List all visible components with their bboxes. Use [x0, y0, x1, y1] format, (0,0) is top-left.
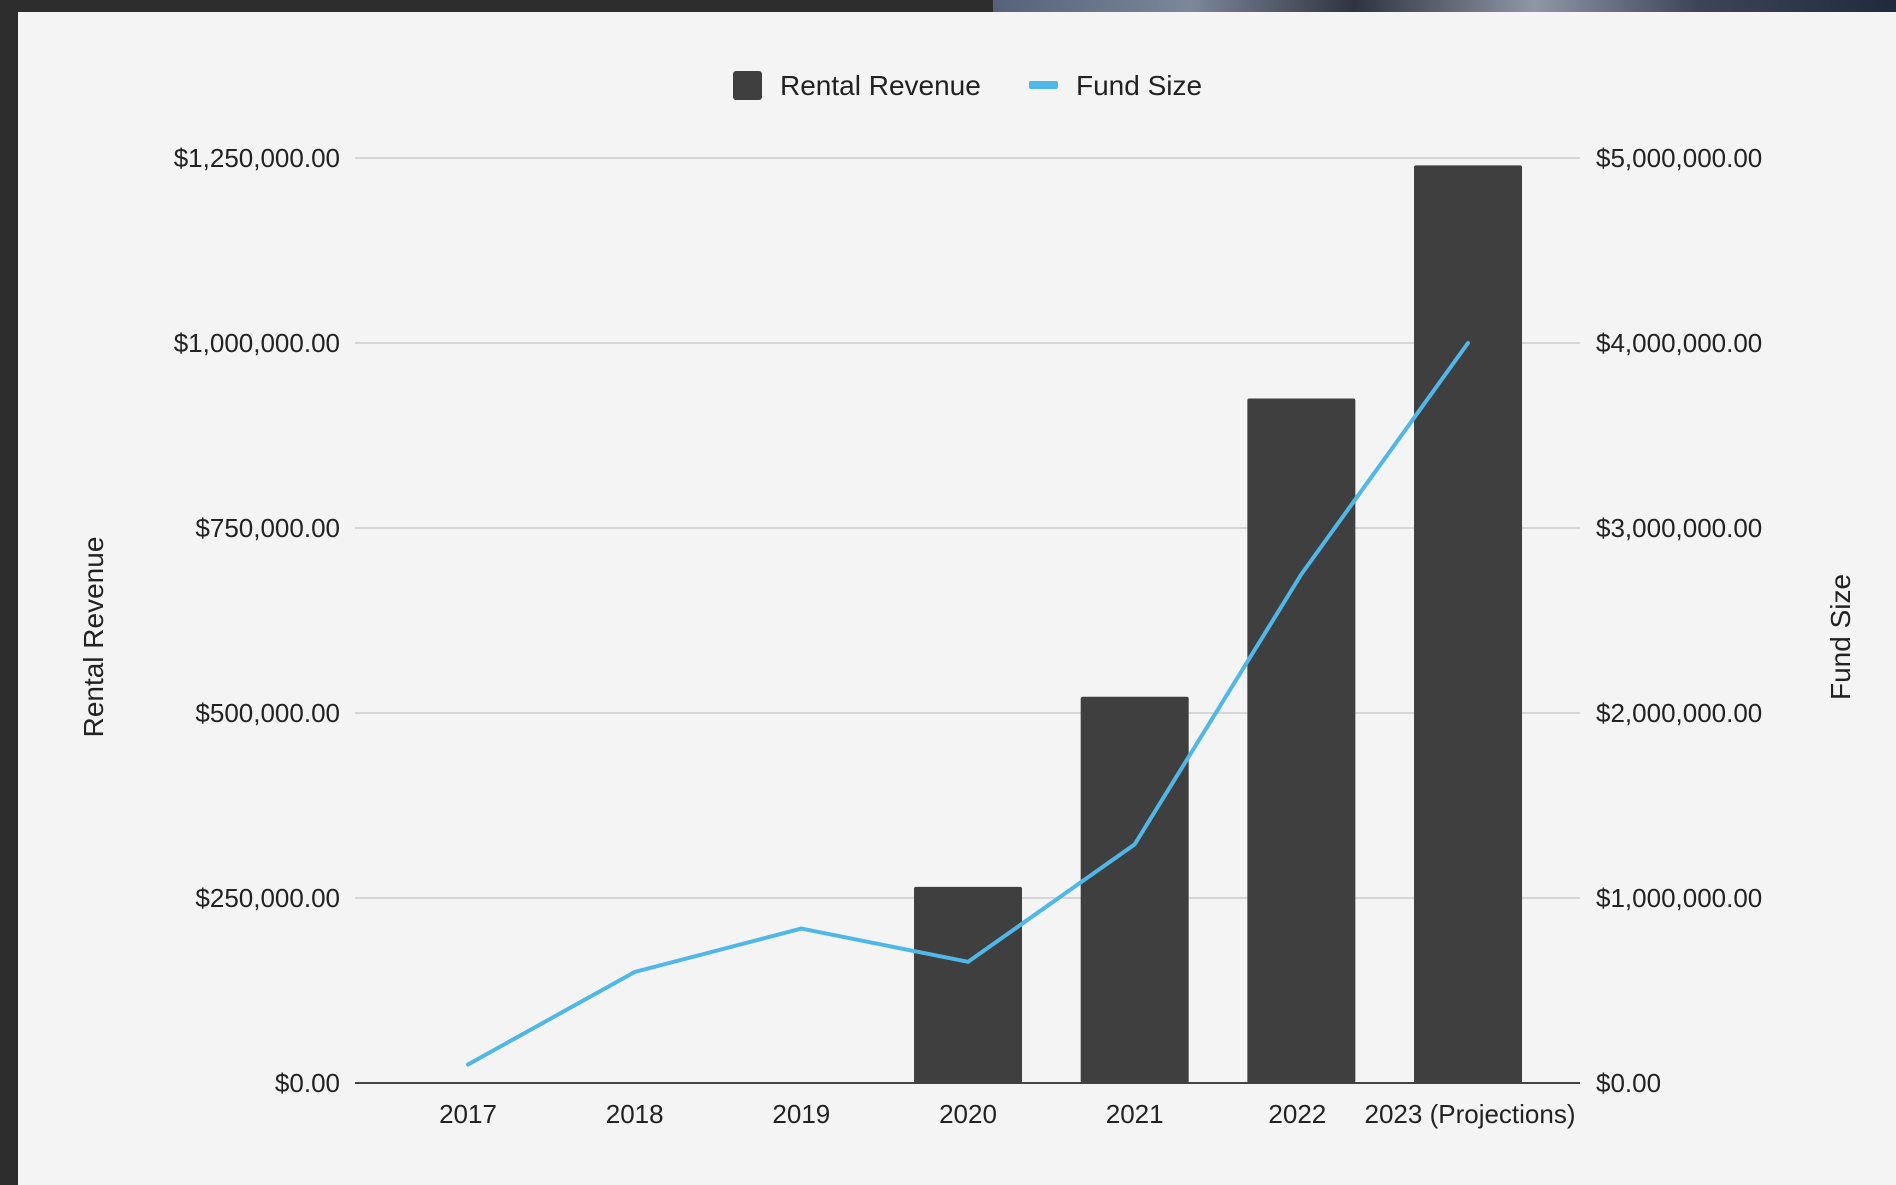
right-axis-tick-label: $3,000,000.00	[1596, 513, 1762, 543]
right-axis-ticks: $0.00 $1,000,000.00 $2,000,000.00 $3,000,00…	[1596, 143, 1762, 1098]
x-axis-tick-label: 2020	[939, 1099, 997, 1129]
x-axis-tick-label: 2017	[439, 1099, 497, 1129]
legend-fund-size-swatch	[1029, 81, 1058, 89]
x-axis-tick-label: 2018	[606, 1099, 664, 1129]
right-axis-tick-label: $2,000,000.00	[1596, 698, 1762, 728]
right-axis-tick-label: $0.00	[1596, 1068, 1661, 1098]
rental-revenue-bars	[914, 165, 1523, 1083]
legend-fund-size-label: Fund Size	[1076, 70, 1202, 101]
rental-revenue-bar	[1080, 696, 1189, 1083]
x-axis-tick-label: 2019	[772, 1099, 830, 1129]
x-axis-ticks: 2017 2018 2019 2020 2021 2022 2023 (Projection…	[439, 1099, 1575, 1129]
x-axis-tick-label: 2021	[1106, 1099, 1164, 1129]
left-axis-ticks: $0.00 $250,000.00 $500,000.00 $750,000.00 $1…	[174, 143, 340, 1098]
left-axis-tick-label: $1,250,000.00	[174, 143, 340, 173]
x-axis-tick-label: 2022	[1268, 1099, 1326, 1129]
rental-revenue-bar	[1414, 165, 1523, 1083]
left-axis-title: Rental Revenue	[78, 537, 109, 738]
right-axis-tick-label: $5,000,000.00	[1596, 143, 1762, 173]
right-axis-title: Fund Size	[1825, 574, 1856, 700]
background-image-strip	[993, 0, 1896, 12]
left-axis-tick-label: $750,000.00	[195, 513, 340, 543]
left-axis-tick-label: $1,000,000.00	[174, 328, 340, 358]
rental-revenue-bar	[914, 886, 1023, 1083]
right-axis-tick-label: $4,000,000.00	[1596, 328, 1762, 358]
legend-rental-revenue-label: Rental Revenue	[780, 70, 981, 101]
rental-revenue-bar	[1247, 398, 1356, 1083]
legend: Rental Revenue Fund Size	[733, 70, 1202, 101]
left-axis-tick-label: $0.00	[275, 1068, 340, 1098]
left-axis-tick-label: $250,000.00	[195, 883, 340, 913]
legend-rental-revenue-swatch	[733, 71, 762, 100]
right-axis-tick-label: $1,000,000.00	[1596, 883, 1762, 913]
fund-size-line-group	[466, 341, 1471, 1067]
left-axis-tick-label: $500,000.00	[195, 698, 340, 728]
x-axis-tick-label: 2023 (Projections)	[1365, 1099, 1576, 1129]
